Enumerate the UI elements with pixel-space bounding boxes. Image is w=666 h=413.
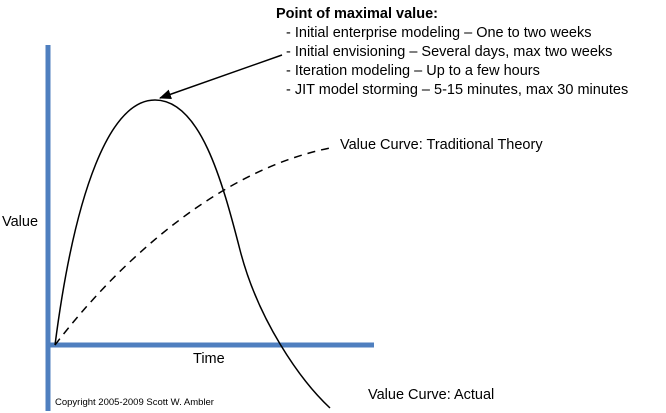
curve-label: Value Curve: Traditional Theory bbox=[340, 137, 543, 153]
curve-label: Value Curve: Actual bbox=[368, 387, 494, 403]
copyright: Copyright 2005-2009 Scott W. Ambler bbox=[55, 397, 214, 408]
list-item: - Iteration modeling – Up to a few hours bbox=[286, 63, 540, 79]
list-item: - Initial enterprise modeling – One to t… bbox=[286, 25, 591, 41]
y-axis-label: Value bbox=[2, 214, 38, 230]
traditional-curve bbox=[54, 147, 331, 346]
heading: Point of maximal value: bbox=[276, 6, 438, 22]
actual-curve bbox=[54, 99, 331, 409]
list-item: - JIT model storming – 5-15 minutes, max… bbox=[286, 82, 628, 98]
x-axis-label: Time bbox=[193, 351, 225, 367]
list-item: - Initial envisioning – Several days, ma… bbox=[286, 44, 612, 60]
arrow bbox=[159, 54, 283, 100]
